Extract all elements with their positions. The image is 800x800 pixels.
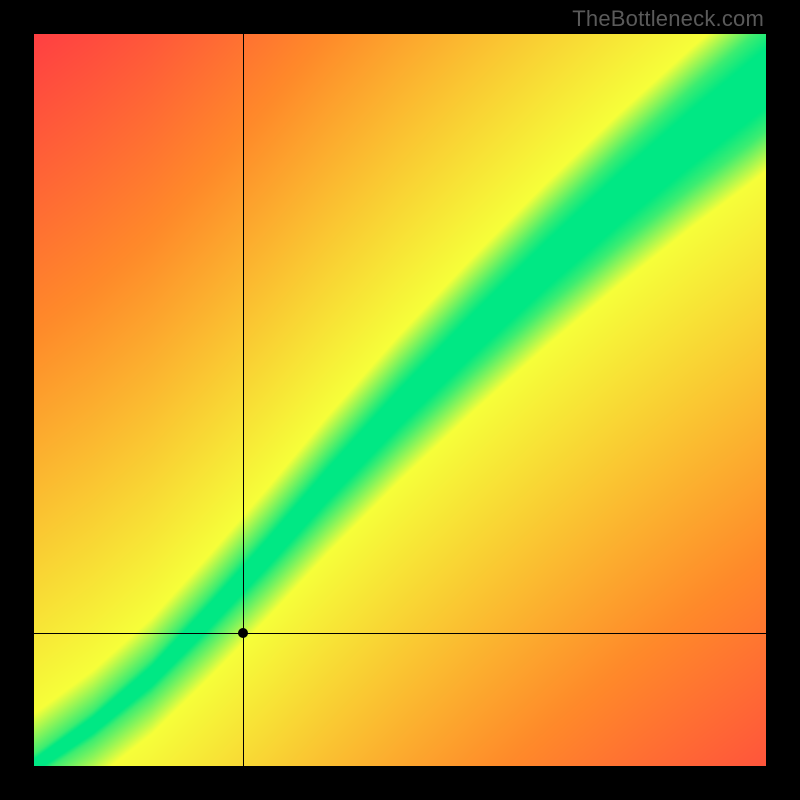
crosshair-vertical <box>243 34 244 766</box>
watermark-text: TheBottleneck.com <box>572 6 764 32</box>
crosshair-horizontal <box>34 633 766 634</box>
heatmap-canvas <box>34 34 766 766</box>
heatmap-plot <box>34 34 766 766</box>
marker-dot <box>238 628 248 638</box>
